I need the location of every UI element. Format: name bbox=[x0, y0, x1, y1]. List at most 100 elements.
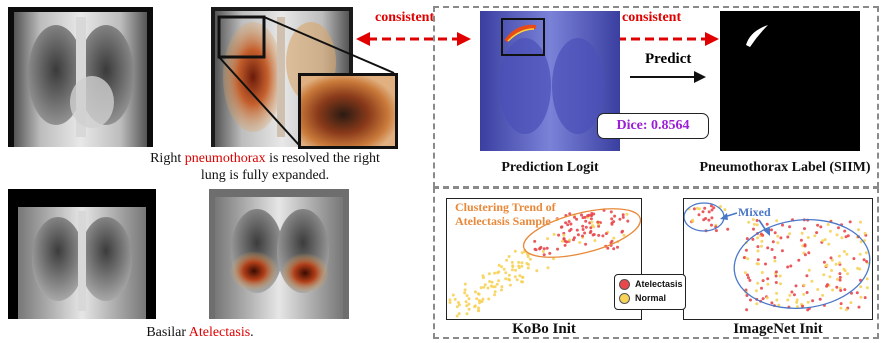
scatter-point bbox=[612, 247, 616, 251]
scatter-point bbox=[500, 285, 504, 289]
scatter-point bbox=[610, 222, 614, 226]
scatter-point bbox=[572, 236, 576, 240]
scatter-point bbox=[802, 283, 806, 287]
cluster-ellipse bbox=[522, 208, 642, 258]
scatter-point bbox=[518, 274, 522, 278]
scatter-point bbox=[504, 277, 508, 281]
mixed-ellipse-large bbox=[733, 219, 871, 309]
scatter-point bbox=[766, 246, 770, 250]
scatter-point bbox=[864, 251, 868, 255]
scatter-point bbox=[859, 295, 863, 299]
scatter-point bbox=[790, 290, 794, 294]
scatter-point bbox=[486, 286, 490, 290]
scatter-point bbox=[837, 226, 840, 230]
scatter-point bbox=[576, 233, 580, 237]
scatter-point bbox=[475, 297, 479, 301]
scatter-point bbox=[695, 206, 699, 210]
scatter-point bbox=[697, 213, 701, 217]
scatter-point bbox=[744, 288, 748, 292]
scatter-point bbox=[760, 244, 763, 248]
scatter-point bbox=[752, 222, 756, 226]
scatter-point bbox=[801, 244, 805, 248]
scatter-point bbox=[786, 235, 790, 239]
scatter-point bbox=[773, 231, 777, 235]
scatter-point bbox=[855, 291, 859, 295]
scatter-point bbox=[831, 288, 835, 292]
scatter-point bbox=[513, 249, 517, 253]
scatter-point bbox=[773, 259, 777, 263]
scatter-point bbox=[463, 291, 467, 295]
legend-item-atelectasis: Atelectasis bbox=[615, 277, 685, 291]
scatter-point bbox=[568, 229, 572, 233]
scatter-point bbox=[792, 293, 796, 297]
scatter-point bbox=[560, 239, 564, 243]
scatter-point bbox=[773, 256, 777, 259]
scatter-point bbox=[756, 245, 760, 249]
scatter-point bbox=[589, 217, 593, 221]
scatter-point bbox=[546, 266, 550, 270]
scatter-point bbox=[770, 301, 774, 305]
scatter-point bbox=[756, 281, 760, 285]
scatter-point bbox=[834, 262, 838, 266]
scatter-point bbox=[493, 285, 497, 289]
scatter-point bbox=[865, 286, 869, 290]
scatter-point bbox=[691, 219, 695, 223]
scatter-point bbox=[800, 231, 804, 235]
scatter-point bbox=[801, 304, 804, 308]
scatter-point bbox=[534, 248, 538, 252]
scatter-point bbox=[609, 210, 613, 214]
scatter-point bbox=[756, 262, 760, 266]
scatter-point bbox=[505, 258, 509, 262]
scatter-point bbox=[859, 220, 862, 224]
scatter-point bbox=[457, 312, 461, 316]
scatter-point bbox=[487, 272, 491, 276]
scatter-point bbox=[838, 261, 842, 265]
scatter-point bbox=[747, 220, 751, 224]
scatter-point bbox=[581, 224, 585, 228]
scatter-point bbox=[567, 220, 571, 223]
scatter-point bbox=[826, 283, 829, 287]
scatter-point bbox=[464, 300, 468, 304]
predict-arrow bbox=[630, 71, 706, 83]
scatter-point bbox=[497, 263, 501, 267]
scatter-point bbox=[565, 240, 569, 244]
prediction-logit-image bbox=[480, 11, 620, 151]
scatter-point bbox=[621, 213, 625, 217]
scatter-point bbox=[839, 306, 843, 310]
scatter-point bbox=[842, 267, 846, 271]
scatter-point bbox=[521, 275, 525, 279]
scatter-point bbox=[802, 292, 806, 296]
scatter-point bbox=[477, 306, 480, 310]
scatter-point bbox=[846, 272, 849, 276]
scatter-point bbox=[764, 262, 767, 266]
scatter-point bbox=[597, 233, 601, 237]
predict-label: Predict bbox=[645, 51, 692, 67]
scatter-point bbox=[774, 281, 778, 284]
scatter-point bbox=[604, 232, 608, 236]
scatter-point bbox=[620, 230, 624, 234]
scatter-point bbox=[765, 296, 769, 300]
scatter-point bbox=[504, 271, 508, 275]
scatter-point bbox=[761, 279, 765, 283]
scatter-point bbox=[589, 229, 593, 233]
scatter-point bbox=[863, 296, 867, 300]
scatter-point bbox=[557, 233, 561, 237]
scatter-point bbox=[776, 241, 780, 245]
scatter-point bbox=[473, 290, 477, 294]
scatter-point bbox=[520, 251, 524, 255]
scatter-point bbox=[500, 265, 504, 269]
scatter-point bbox=[621, 215, 625, 219]
scatter-point bbox=[575, 217, 579, 221]
scatter-point bbox=[756, 236, 760, 240]
scatter-point bbox=[777, 303, 781, 307]
scatter-point bbox=[806, 300, 810, 304]
scatter-point bbox=[573, 215, 576, 219]
scatter-point bbox=[593, 239, 597, 243]
scatter-point bbox=[726, 227, 730, 231]
scatter-point bbox=[843, 229, 847, 233]
scatter-point bbox=[779, 282, 782, 286]
scatter-point bbox=[510, 268, 514, 272]
scatter-point bbox=[756, 258, 760, 262]
consistent-label-right: consistent bbox=[622, 10, 682, 25]
scatter-point bbox=[756, 249, 760, 253]
